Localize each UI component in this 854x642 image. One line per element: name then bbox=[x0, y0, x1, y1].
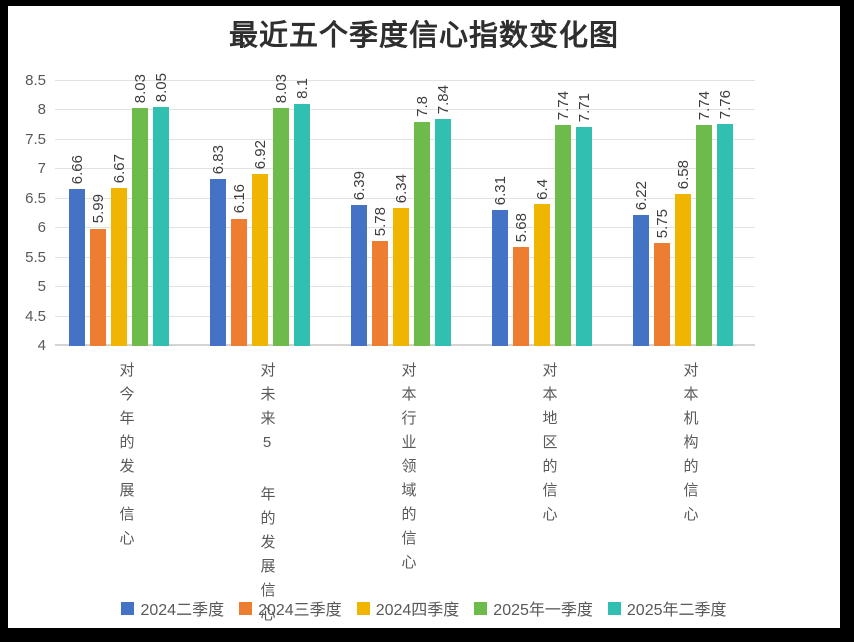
bar-value-label: 7.76 bbox=[716, 89, 734, 120]
bar-value-label: 6.66 bbox=[68, 154, 86, 185]
bar-value-label: 5.75 bbox=[653, 208, 671, 238]
gridline bbox=[55, 197, 755, 199]
y-tick-label: 4 bbox=[37, 337, 46, 354]
bar-value-label: 7.74 bbox=[695, 91, 713, 121]
bar-value-label: 8.1 bbox=[293, 78, 311, 100]
bar-value-label: 6.58 bbox=[674, 159, 692, 189]
legend-swatch-icon bbox=[474, 601, 488, 615]
bar-2024三季度-5 bbox=[654, 242, 670, 346]
legend-label: 2025年一季度 bbox=[493, 602, 593, 619]
bar-value-label: 6.22 bbox=[632, 180, 650, 211]
bar-value-label: 8.03 bbox=[131, 74, 149, 104]
legend-swatch-icon bbox=[239, 601, 253, 615]
bar-value-label: 8.03 bbox=[272, 74, 290, 104]
bar-2024二季度-5 bbox=[633, 215, 649, 346]
bar-value-label: 5.99 bbox=[89, 194, 107, 224]
category-label-text: 对今年的发展信心 bbox=[117, 362, 135, 554]
bar-2024二季度-1 bbox=[69, 189, 85, 346]
bar-value-label: 6.67 bbox=[110, 154, 128, 184]
bar-value-label: 7.74 bbox=[554, 91, 572, 121]
legend-label: 2024二季度 bbox=[140, 602, 225, 619]
gridline bbox=[55, 168, 755, 169]
legend-item: 2024四季度 bbox=[356, 596, 460, 620]
bar-2024四季度-4 bbox=[534, 204, 550, 346]
bar-value-label: 6.92 bbox=[251, 139, 269, 169]
bar-value-label: 6.39 bbox=[350, 170, 368, 200]
plot-area: 4 4.5 5 5.5 6 6.5 7 7.5 8 8.5 6.66 5.99 6.67 8.03 8.05… bbox=[8, 6, 840, 630]
bar-2025年一季度-1 bbox=[132, 108, 148, 346]
bar-2024三季度-2 bbox=[231, 218, 247, 346]
bar-value-label: 6.34 bbox=[392, 173, 410, 203]
bar-2025年二季度-2 bbox=[294, 104, 310, 346]
bar-value-label: 5.68 bbox=[512, 212, 530, 242]
bar-2024四季度-5 bbox=[675, 193, 691, 346]
y-tick-label: 4.5 bbox=[25, 307, 46, 325]
legend-swatch-icon bbox=[356, 601, 370, 615]
gridline bbox=[55, 138, 755, 140]
bar-2025年二季度-1 bbox=[153, 107, 169, 346]
legend-item: 2025年一季度 bbox=[474, 596, 593, 620]
category-label-text: 对本机构的信心 bbox=[681, 362, 699, 530]
legend-label: 2024三季度 bbox=[258, 602, 342, 619]
bar-value-label: 8.05 bbox=[152, 72, 170, 103]
legend-swatch-icon bbox=[121, 601, 135, 615]
legend-swatch-icon bbox=[607, 601, 621, 615]
y-tick-label: 7 bbox=[37, 160, 46, 177]
legend-item: 2024二季度 bbox=[121, 596, 224, 620]
y-tick-label: 8.5 bbox=[25, 71, 46, 89]
bar-2025年一季度-2 bbox=[273, 108, 289, 346]
bar-2025年二季度-4 bbox=[576, 127, 592, 346]
y-tick-label: 6 bbox=[37, 219, 46, 236]
bar-value-label: 5.78 bbox=[371, 206, 389, 236]
bar-value-label: 6.31 bbox=[491, 175, 509, 205]
chart-canvas: 最近五个季度信心指数变化图 4 4.5 5 5.5 6 6.5 7 7.5 8 8.5 6.66 5.… bbox=[8, 6, 840, 630]
bar-2024四季度-3 bbox=[393, 207, 409, 346]
bar-2024四季度-2 bbox=[252, 173, 268, 346]
bar-value-label: 6.83 bbox=[209, 144, 227, 175]
category-label: 对未来5 年的发展信心 bbox=[196, 362, 337, 630]
bar-2024二季度-2 bbox=[210, 179, 226, 346]
category-label-text: 对本行业领域的信心 bbox=[399, 362, 417, 578]
y-tick-label: 7.5 bbox=[25, 130, 46, 148]
y-tick-label: 6.5 bbox=[25, 189, 46, 207]
gridline bbox=[55, 79, 755, 81]
bar-value-label: 6.16 bbox=[230, 184, 248, 214]
category-label: 对本机构的信心 bbox=[619, 362, 760, 530]
bar-2025年二季度-5 bbox=[717, 124, 733, 346]
bar-2024三季度-1 bbox=[90, 228, 106, 346]
bar-2024三季度-4 bbox=[513, 246, 529, 346]
bar-2025年一季度-5 bbox=[696, 125, 712, 346]
bar-2025年一季度-4 bbox=[555, 125, 571, 346]
category-label-text: 对未来5 年的发展信心 bbox=[258, 362, 276, 630]
chart-title: 最近五个季度信心指数变化图 bbox=[228, 20, 619, 52]
category-label: 对本行业领域的信心 bbox=[337, 362, 478, 578]
y-tick-label: 8 bbox=[37, 101, 46, 118]
gridline bbox=[55, 109, 755, 110]
bar-2025年二季度-3 bbox=[435, 119, 451, 346]
category-label-text: 对本地区的信心 bbox=[540, 362, 558, 530]
bar-value-label: 7.84 bbox=[434, 85, 452, 115]
bar-value-label: 7.8 bbox=[413, 95, 431, 117]
legend-label: 2025年二季度 bbox=[626, 602, 727, 619]
bar-2024二季度-4 bbox=[492, 209, 508, 346]
bar-value-label: 6.4 bbox=[533, 178, 551, 200]
bar-2025年一季度-3 bbox=[414, 121, 430, 346]
bar-value-label: 7.71 bbox=[575, 92, 593, 123]
category-label: 对本地区的信心 bbox=[478, 362, 619, 530]
category-label: 对今年的发展信心 bbox=[55, 362, 196, 554]
bar-2024四季度-1 bbox=[111, 188, 127, 346]
bar-2024二季度-3 bbox=[351, 205, 367, 346]
legend-item: 2024三季度 bbox=[239, 596, 342, 620]
y-tick-label: 5.5 bbox=[25, 248, 46, 266]
legend: 2024二季度 2024三季度 2024四季度 2025年一季度 2025年二季度 bbox=[8, 596, 840, 620]
legend-label: 2024四季度 bbox=[375, 602, 460, 619]
legend-item: 2025年二季度 bbox=[607, 596, 727, 620]
y-tick-label: 5 bbox=[37, 278, 46, 295]
bar-2024三季度-3 bbox=[372, 240, 388, 346]
